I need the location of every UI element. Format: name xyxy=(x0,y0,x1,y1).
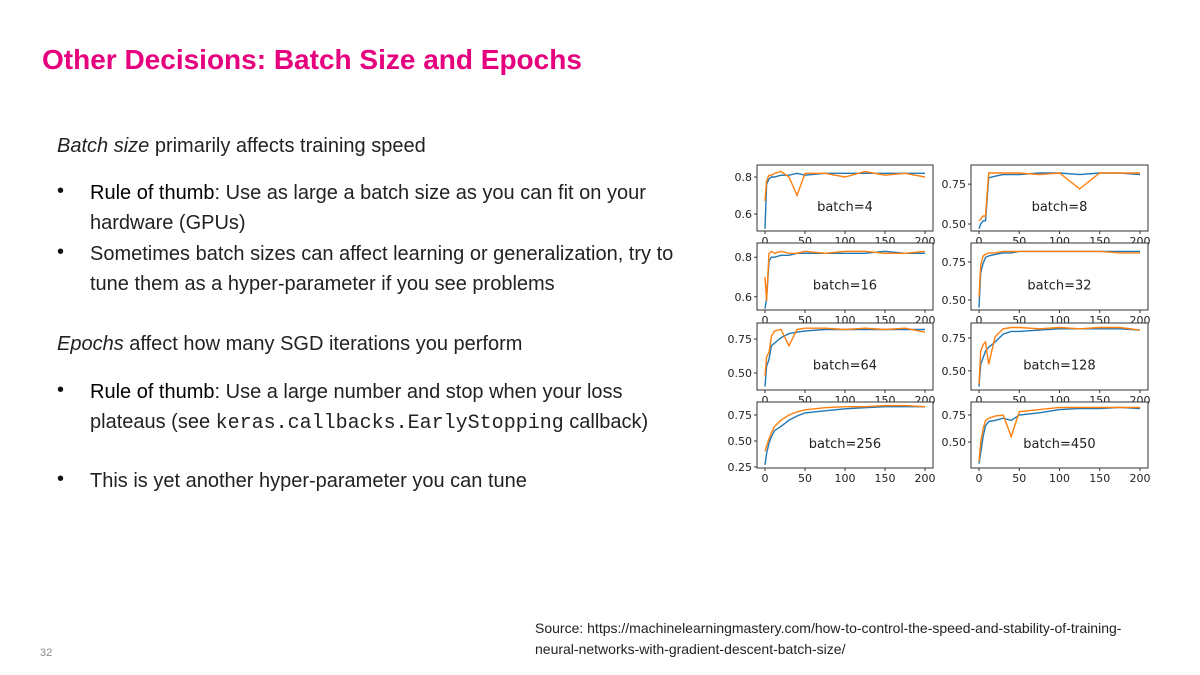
y-tick-label: 0.75 xyxy=(728,333,753,346)
batch-heading-em: Batch size xyxy=(57,135,150,157)
panel-label: batch=32 xyxy=(1027,279,1091,294)
x-tick-label: 0 xyxy=(762,235,769,248)
panel-label: batch=256 xyxy=(809,437,881,452)
bullet-text: : Use a large number and stop when your … xyxy=(90,381,623,433)
y-tick-label: 0.75 xyxy=(728,409,753,422)
plot-background xyxy=(757,323,933,390)
panel-label: batch=4 xyxy=(817,200,873,215)
panel-label: batch=450 xyxy=(1023,437,1095,452)
series-line-2 xyxy=(978,326,1141,385)
bullet-text: callback) xyxy=(563,410,649,433)
batch-heading-text: primarily affects training speed xyxy=(149,135,426,157)
code-snippet: keras.callbacks.EarlyStopping xyxy=(215,411,564,435)
plot-background xyxy=(971,402,1148,468)
x-tick-label: 50 xyxy=(798,472,812,485)
y-tick-label: 0.75 xyxy=(942,332,967,345)
source-citation: Source: https://machinelearningmastery.c… xyxy=(535,620,1122,657)
y-tick-label: 0.50 xyxy=(942,218,967,231)
batch-heading: Batch size primarily affects training sp… xyxy=(57,132,426,161)
panel-label: batch=8 xyxy=(1032,200,1088,215)
series-line-2 xyxy=(764,250,926,301)
plot-background xyxy=(757,402,933,468)
y-tick-label: 0.75 xyxy=(942,256,967,269)
batch-bullet-1: Rule of thumb: Use as large a batch size… xyxy=(90,179,700,238)
y-tick-label: 0.8 xyxy=(735,171,753,184)
plot-background xyxy=(971,243,1148,310)
series-line-1 xyxy=(978,328,1141,387)
bullet-marker: • xyxy=(57,468,65,490)
plot-background xyxy=(971,165,1148,231)
x-tick-label: 0 xyxy=(976,235,983,248)
page-number: 32 xyxy=(40,647,53,659)
batch-bullet-2: Sometimes batch sizes can affect learnin… xyxy=(90,240,700,299)
x-tick-label: 100 xyxy=(1049,472,1070,485)
y-tick-label: 0.50 xyxy=(942,294,967,307)
x-tick-label: 0 xyxy=(976,394,983,407)
bullet-bold: Rule of thumb xyxy=(90,381,215,403)
x-tick-label: 0 xyxy=(976,314,983,327)
epochs-heading-text: affect how many SGD iterations you perfo… xyxy=(123,333,523,355)
y-tick-label: 0.50 xyxy=(942,436,967,449)
x-tick-label: 0 xyxy=(762,314,769,327)
series-line-2 xyxy=(764,404,926,452)
series-line-2 xyxy=(978,250,1140,297)
bullet-marker: • xyxy=(57,241,65,263)
plot-background xyxy=(757,243,933,310)
epochs-bullet-2: This is yet another hyper-parameter you … xyxy=(90,470,527,492)
series-line-2 xyxy=(764,170,926,202)
subplot-batch-256: 0.25 0.50 0.75 0 50 100 150 200 batch=256 xyxy=(728,401,936,485)
x-tick-label: 150 xyxy=(875,472,896,485)
panel-label: batch=128 xyxy=(1023,359,1095,374)
x-tick-label: 100 xyxy=(835,472,856,485)
x-tick-label: 0 xyxy=(762,472,769,485)
epochs-heading: Epochs affect how many SGD iterations yo… xyxy=(57,330,522,359)
series-line-1 xyxy=(978,406,1141,464)
series-line-2 xyxy=(978,172,1140,222)
y-tick-label: 0.6 xyxy=(735,291,753,304)
panel-label: batch=16 xyxy=(813,279,877,294)
subplot-batch-450: 0.50 0.75 0 50 100 150 200 batch=450 xyxy=(942,401,1150,485)
epochs-bullet-1: Rule of thumb: Use a large number and st… xyxy=(90,378,650,438)
y-tick-label: 0.50 xyxy=(942,365,967,378)
bullet-text: Sometimes batch sizes can affect learnin… xyxy=(90,243,674,295)
series-line-1 xyxy=(978,172,1141,230)
x-tick-label: 150 xyxy=(1089,472,1110,485)
y-tick-label: 0.50 xyxy=(728,435,753,448)
bullet-marker: • xyxy=(57,379,65,401)
series-line-2 xyxy=(764,327,926,376)
epochs-heading-em: Epochs xyxy=(57,333,124,355)
y-tick-label: 0.8 xyxy=(735,251,753,264)
series-line-1 xyxy=(764,406,925,465)
x-tick-label: 0 xyxy=(762,394,769,407)
y-tick-label: 0.50 xyxy=(728,367,753,380)
x-tick-label: 50 xyxy=(1012,472,1026,485)
bullet-marker: • xyxy=(57,180,65,202)
x-tick-label: 0 xyxy=(976,472,983,485)
panel-label: batch=64 xyxy=(813,359,877,374)
bullet-bold: Rule of thumb xyxy=(90,182,215,204)
x-tick-label: 200 xyxy=(915,472,936,485)
y-tick-label: 0.25 xyxy=(728,461,753,474)
x-tick-label: 200 xyxy=(1129,472,1150,485)
series-line-2 xyxy=(978,406,1140,462)
y-tick-label: 0.75 xyxy=(942,178,967,191)
y-tick-label: 0.75 xyxy=(942,409,967,422)
plot-background xyxy=(971,323,1148,390)
slide-title: Other Decisions: Batch Size and Epochs xyxy=(42,44,582,75)
y-tick-label: 0.6 xyxy=(735,208,753,221)
bullet-text: : Use as large a batch size as you can f… xyxy=(90,182,646,234)
